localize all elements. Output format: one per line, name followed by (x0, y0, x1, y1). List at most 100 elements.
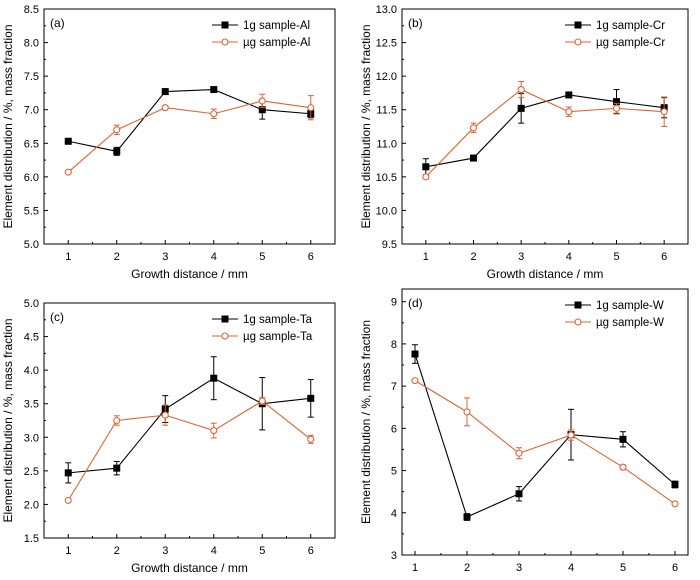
y-tick-label: 12.5 (376, 38, 397, 50)
data-point (565, 108, 573, 116)
x-axis-label: Growth distance / mm (487, 267, 604, 281)
legend-marker (221, 21, 229, 29)
y-tick-label: 12.0 (376, 71, 397, 83)
y-tick-label: 11.5 (376, 105, 397, 117)
data-point (671, 480, 679, 488)
legend-label: µg sample-Ta (243, 331, 313, 343)
series-1 (64, 86, 315, 156)
y-tick-label: 5.0 (24, 239, 39, 251)
x-tick-label: 1 (423, 251, 429, 263)
y-axis-label: Element distribution / %, mass fraction (1, 318, 15, 522)
legend-item-2: µg sample-Cr (565, 37, 665, 49)
y-tick-label: 13.0 (376, 4, 397, 16)
y-tick-label: 10.0 (376, 205, 397, 217)
y-tick-label: 7.0 (24, 105, 39, 117)
y-tick-label: 6.5 (24, 138, 39, 150)
x-tick-label: 2 (470, 251, 476, 263)
data-point (64, 469, 72, 477)
y-tick-label: 3 (391, 550, 397, 562)
data-point (567, 431, 575, 439)
x-tick-label: 3 (516, 562, 522, 574)
y-tick-label: 1.5 (24, 533, 39, 545)
y-axis-label: Element distribution / %, mass fraction (359, 320, 373, 524)
y-tick-label: 2.5 (24, 466, 39, 478)
series-line (67, 400, 312, 501)
series-2 (64, 93, 315, 176)
legend-marker (221, 38, 229, 46)
legend-marker (221, 332, 229, 340)
data-point (307, 104, 315, 112)
data-point (210, 110, 218, 118)
x-tick-label: 6 (661, 251, 667, 263)
data-point (619, 463, 627, 471)
data-point (258, 97, 266, 105)
chart-panel-3: 1 2 3 4 5 6 1.5 2.0 2.5 3.0 3.5 4.0 4.5 5.0 Growth dis… (1, 298, 336, 575)
x-tick-label: 6 (308, 251, 314, 263)
legend-item-2: µg sample-W (565, 317, 664, 329)
x-tick-label: 3 (162, 545, 168, 557)
legend-item-2: µg sample-Ta (212, 331, 313, 343)
x-tick-label: 4 (566, 251, 572, 263)
data-point (517, 86, 525, 94)
y-tick-label: 8 (391, 339, 397, 351)
y-tick-label: 8.5 (24, 4, 39, 16)
x-tick-label: 2 (464, 562, 470, 574)
series-line (68, 89, 311, 152)
y-tick-label: 11.0 (376, 138, 397, 150)
data-point (210, 427, 218, 435)
x-tick-label: 6 (672, 562, 678, 574)
x-tick-label: 4 (211, 545, 217, 557)
data-point (515, 490, 523, 498)
x-axis-label: Growth distance / mm (487, 578, 604, 580)
y-tick-label: 5 (391, 466, 397, 478)
legend-marker (574, 301, 582, 309)
legend-marker (221, 315, 229, 323)
x-tick-label: 6 (308, 545, 314, 557)
data-point (565, 91, 573, 99)
x-tick-label: 1 (65, 251, 71, 263)
y-axis-label: Element distribution / %, mass fraction (1, 24, 15, 228)
chart-panel-1: 1 2 3 4 5 6 5.0 5.5 6.0 6.5 7.0 7.5 8.0 8.5 Growth dis… (1, 4, 336, 281)
series-2 (411, 377, 679, 508)
panel-label: (b) (408, 16, 423, 30)
data-point (517, 104, 525, 112)
y-tick-label: 9.5 (382, 239, 397, 251)
legend-label: 1g sample-Ta (243, 314, 313, 326)
data-point (619, 435, 627, 443)
data-point (463, 408, 471, 416)
y-tick-label: 2.0 (24, 499, 39, 511)
y-tick-label: 5.0 (24, 298, 39, 310)
series-line (425, 94, 665, 168)
y-tick-label: 4.5 (24, 332, 39, 344)
x-axis-label: Growth distance / mm (131, 561, 248, 575)
y-tick-label: 4 (391, 508, 397, 520)
data-point (307, 394, 315, 402)
y-tick-label: 6 (391, 423, 397, 435)
series-line (414, 353, 676, 518)
data-point (470, 154, 477, 162)
x-tick-label: 4 (211, 251, 217, 263)
data-point (113, 464, 121, 472)
x-tick-label: 5 (259, 545, 265, 557)
series-1 (64, 356, 315, 484)
data-point (660, 108, 668, 116)
legend-label: µg sample-Al (243, 37, 310, 49)
legend-label: 1g sample-Cr (596, 20, 665, 32)
y-tick-label: 3.0 (24, 432, 39, 444)
x-tick-label: 4 (568, 562, 574, 574)
legend-item-1: 1g sample-Al (212, 20, 310, 32)
data-point (64, 496, 72, 504)
y-tick-label: 7.5 (24, 71, 39, 83)
x-tick-label: 3 (518, 251, 524, 263)
series-2 (422, 81, 668, 181)
y-tick-label: 4.0 (24, 365, 39, 377)
series-line (67, 100, 311, 173)
legend-marker (574, 21, 582, 29)
series-line (68, 377, 311, 474)
legend-item-1: 1g sample-W (565, 300, 664, 312)
legend-marker (574, 318, 582, 326)
x-tick-label: 1 (65, 545, 71, 557)
data-point (113, 416, 121, 425)
data-point (161, 88, 169, 96)
